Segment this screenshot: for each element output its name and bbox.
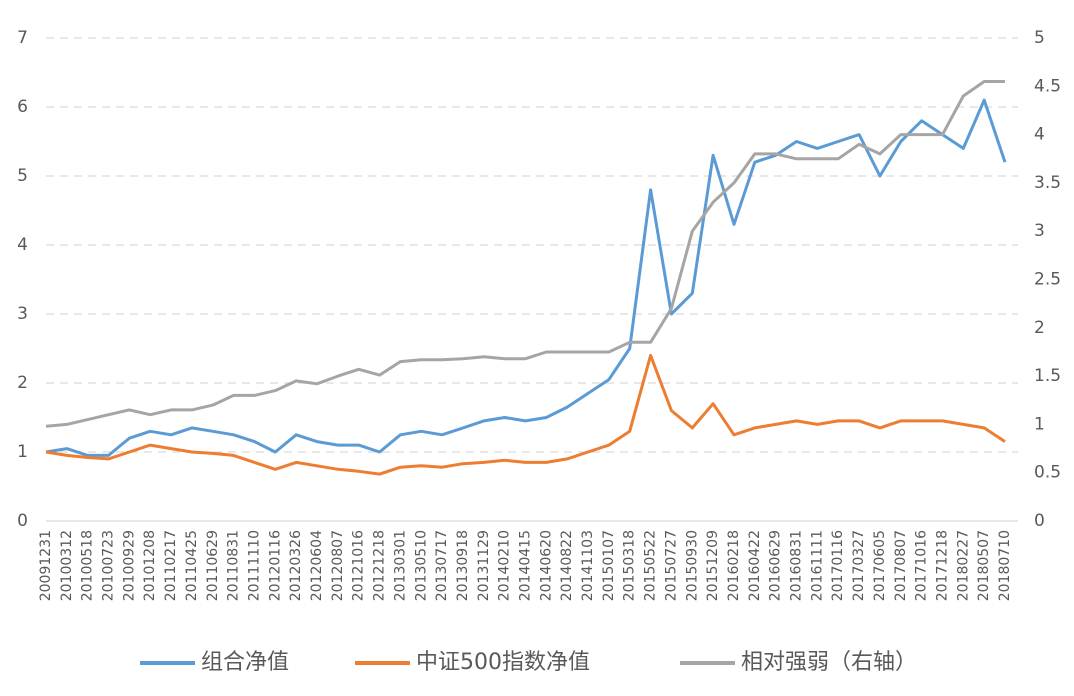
- x-tick-label: 20140822: [559, 530, 575, 601]
- x-tick-label: 20100518: [80, 530, 96, 601]
- x-tick-label: 20110831: [226, 530, 242, 601]
- x-tick-label: 20150318: [622, 530, 638, 601]
- x-tick-label: 20150107: [601, 530, 617, 601]
- y2-tick-label: 1: [1034, 414, 1045, 434]
- legend-label: 相对强弱（右轴）: [741, 650, 917, 675]
- x-tick-label: 20171218: [934, 530, 950, 601]
- y-tick-label: 0: [17, 511, 28, 531]
- y2-tick-label: 0: [1034, 511, 1045, 531]
- x-tick-label: 20131129: [476, 530, 492, 601]
- y2-tick-label: 0.5: [1034, 463, 1061, 483]
- x-tick-label: 20160422: [747, 530, 763, 601]
- x-tick-label: 20170605: [872, 530, 888, 601]
- x-tick-label: 20120326: [288, 530, 304, 601]
- y-tick-label: 6: [17, 97, 28, 117]
- y-tick-label: 4: [17, 235, 28, 255]
- x-tick-label: 20100312: [59, 530, 75, 601]
- x-tick-label: 20160629: [768, 530, 784, 601]
- x-tick-label: 20150930: [684, 530, 700, 601]
- x-tick-label: 20121218: [372, 530, 388, 601]
- x-tick-label: 20121016: [351, 530, 367, 601]
- y2-tick-label: 1.5: [1034, 366, 1061, 386]
- x-tick-label: 20170116: [830, 530, 846, 601]
- y2-tick-label: 4: [1034, 125, 1045, 145]
- x-tick-label: 20110217: [163, 530, 179, 601]
- x-tick-label: 20150727: [663, 530, 679, 601]
- y2-tick-label: 3: [1034, 221, 1045, 241]
- legend-label: 组合净值: [201, 650, 289, 675]
- x-tick-label: 20180710: [997, 530, 1013, 601]
- x-tick-label: 20120807: [330, 530, 346, 601]
- y-tick-label: 7: [17, 28, 28, 48]
- x-tick-label: 20170327: [851, 530, 867, 601]
- y-tick-label: 3: [17, 304, 28, 324]
- y2-tick-label: 3.5: [1034, 173, 1061, 193]
- y2-tick-label: 2.5: [1034, 270, 1061, 290]
- x-tick-label: 20140620: [538, 530, 554, 601]
- x-tick-label: 20101208: [142, 530, 158, 601]
- x-tick-label: 20110629: [205, 530, 221, 601]
- x-tick-label: 20100929: [121, 530, 137, 601]
- y2-tick-label: 2: [1034, 318, 1045, 338]
- y2-tick-label: 4.5: [1034, 76, 1061, 96]
- x-tick-label: 20150522: [643, 530, 659, 601]
- x-tick-label: 20130301: [392, 530, 408, 601]
- x-tick-label: 20160831: [789, 530, 805, 601]
- x-tick-label: 20140210: [497, 530, 513, 601]
- x-tick-label: 20171016: [914, 530, 930, 601]
- x-tick-label: 20161111: [809, 530, 825, 601]
- y-tick-label: 5: [17, 166, 28, 186]
- x-tick-label: 20151209: [705, 530, 721, 601]
- legend-label: 中证500指数净值: [416, 650, 590, 675]
- x-tick-label: 20180227: [955, 530, 971, 601]
- x-tick-label: 20160218: [726, 530, 742, 601]
- x-tick-label: 20091231: [38, 530, 54, 601]
- x-tick-label: 20120116: [267, 530, 283, 601]
- x-tick-label: 20141103: [580, 530, 596, 601]
- y2-tick-label: 5: [1034, 28, 1045, 48]
- x-tick-label: 20130918: [455, 530, 471, 601]
- x-tick-label: 20110425: [184, 530, 200, 601]
- x-tick-label: 20120604: [309, 530, 325, 601]
- series-line: [45, 80, 1005, 428]
- x-tick-label: 20130717: [434, 530, 450, 601]
- x-tick-label: 20100723: [101, 530, 117, 601]
- series-line: [45, 98, 1007, 457]
- x-tick-label: 20111110: [246, 530, 262, 601]
- x-tick-label: 20140415: [518, 530, 534, 601]
- series-line: [45, 353, 1006, 476]
- x-tick-label: 20130510: [413, 530, 429, 601]
- x-tick-label: 20180507: [976, 530, 992, 601]
- y-tick-label: 2: [17, 373, 28, 393]
- x-tick-label: 20170807: [893, 530, 909, 601]
- y-tick-label: 1: [17, 442, 28, 462]
